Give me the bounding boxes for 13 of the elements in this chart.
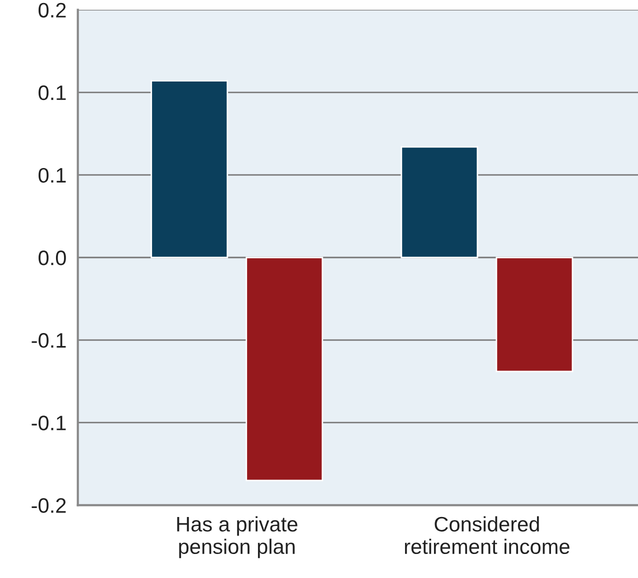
bar <box>400 146 478 258</box>
y-tick-label: -0.1 <box>32 416 66 430</box>
y-tick-label: 0.2 <box>38 2 66 18</box>
x-tick-label: Has a private pension plan <box>177 516 298 558</box>
y-tick-label: 0.1 <box>38 168 66 183</box>
y-tick-label: -0.1 <box>32 333 66 348</box>
y-tick-label: 0.0 <box>38 250 66 266</box>
x-tick-label: Considered retirement income <box>404 516 570 554</box>
bar <box>246 256 324 482</box>
bar <box>150 80 228 258</box>
bar <box>496 256 574 372</box>
y-tick-label: 0.1 <box>38 85 66 100</box>
y-tick-label: -0.2 <box>32 498 66 513</box>
